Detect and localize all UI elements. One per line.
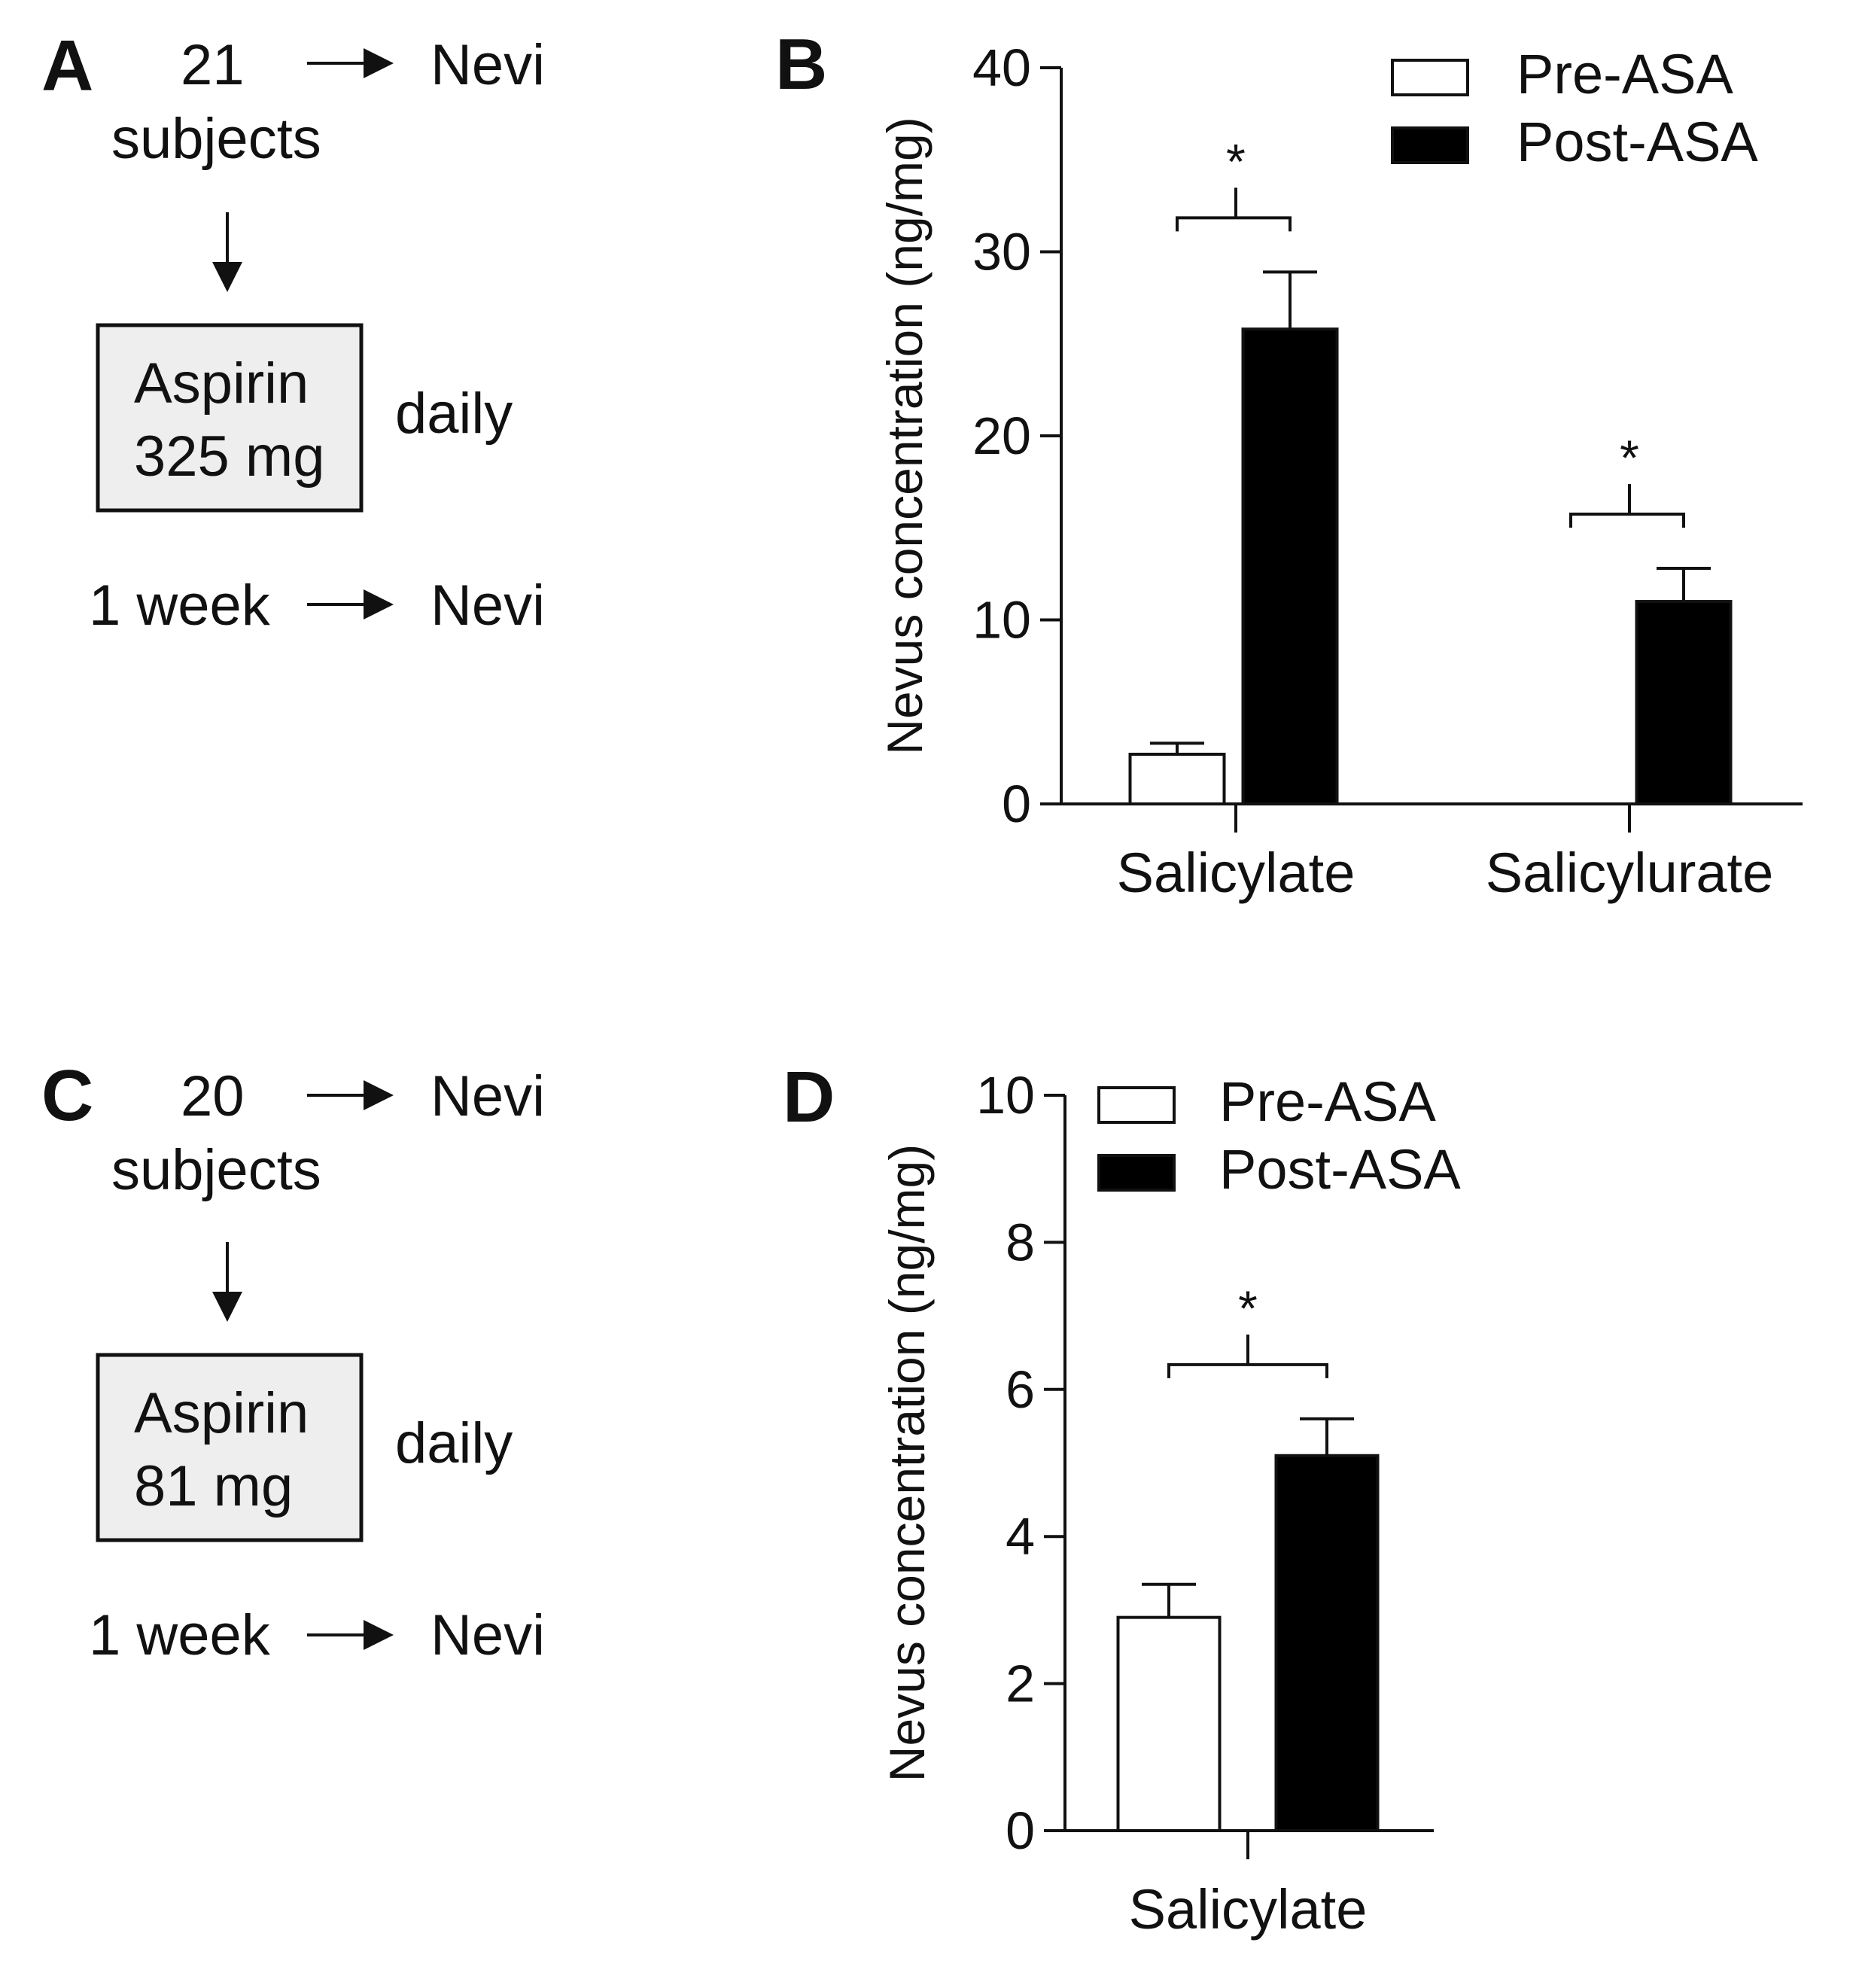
panel-d-y-tick-label: 10 <box>976 1066 1035 1125</box>
panel-b-y-tick-label: 30 <box>972 223 1031 282</box>
panel-c-box-line2: 81 mg <box>134 1454 293 1518</box>
panel-b-category-label: Salicylate <box>1117 842 1355 904</box>
panel-b-y-tick-label: 20 <box>972 406 1031 465</box>
panel-a-nevi-bottom: Nevi <box>431 574 545 638</box>
panel-d-legend-swatch-post-asa <box>1097 1154 1176 1192</box>
panel-c-subject-count: 20 <box>181 1064 245 1128</box>
panel-d-significance-bracket <box>1167 1362 1328 1378</box>
panel-d-bars <box>1116 1454 1380 1832</box>
panel-b-bar-post-asa-salicylate <box>1241 327 1339 805</box>
panel-d-y-tick-label: 0 <box>1006 1801 1035 1860</box>
panel-b-y-tick-label: 0 <box>1002 775 1031 833</box>
panel-a-letter: A <box>41 26 93 106</box>
panel-d-y-axis-title: Nevus concentration (ng/mg) <box>879 1144 935 1782</box>
panel-d-legend-label: Post-ASA <box>1219 1138 1461 1201</box>
panel-d-significance-star: * <box>1238 1280 1258 1336</box>
panel-b-legend-swatch-pre-asa <box>1391 59 1469 96</box>
panel-c-dose-box <box>96 1353 364 1542</box>
panel-a-frequency: daily <box>395 382 513 446</box>
panel-a-subjects-label: subjects <box>111 107 321 171</box>
panel-d-legend-label: Pre-ASA <box>1219 1070 1437 1133</box>
panel-b-y-tick-label: 40 <box>972 38 1031 97</box>
panel-b-legend-swatch-post-asa <box>1391 126 1469 164</box>
panel-d-chart: D 0 2 4 6 8 10 Nevus concentration (ng/mg) Sali… <box>783 1057 1461 1941</box>
panel-a-subject-count: 21 <box>181 33 245 97</box>
panel-c-letter: C <box>41 1055 93 1136</box>
panel-b-letter: B <box>775 24 827 105</box>
panel-b-axes: 0 10 20 30 40 Nevus concentration (ng/mg) Sali… <box>877 38 1803 904</box>
panel-b-chart: B 0 10 20 30 40 Nevus concentration (ng/mg) Sa… <box>775 24 1803 904</box>
panel-d-category-label: Salicylate <box>1129 1878 1368 1941</box>
panel-b-y-tick-label: 10 <box>972 591 1031 650</box>
panel-b-category-label: Salicylurate <box>1486 842 1774 904</box>
panel-c-duration: 1 week <box>89 1603 271 1667</box>
panel-c-box-line1: Aspirin <box>134 1381 309 1445</box>
panel-d-y-tick-label: 2 <box>1006 1655 1035 1713</box>
panel-b-bar-post-asa-salicylurate <box>1635 600 1733 805</box>
panel-b-significance-star: * <box>1226 133 1246 189</box>
panel-a-box-line2: 325 mg <box>134 425 325 489</box>
panel-b-legend-label: Pre-ASA <box>1517 43 1734 105</box>
panel-d-y-tick-label: 4 <box>1006 1507 1035 1566</box>
panel-d-y-tick-label: 8 <box>1006 1213 1035 1271</box>
panel-d-letter: D <box>783 1057 835 1137</box>
panel-b-bars <box>1128 327 1733 805</box>
panel-b-error-bars <box>1150 270 1711 754</box>
panel-b-bar-pre-asa-salicylate <box>1128 752 1226 805</box>
panel-c-subjects-label: subjects <box>111 1138 321 1202</box>
panel-c-nevi-top: Nevi <box>431 1064 545 1128</box>
panel-b-significance-bracket <box>1569 513 1685 528</box>
panel-d-axes: 0 2 4 6 8 10 Nevus concentration (ng/mg) Salicy… <box>879 1066 1434 1941</box>
panel-b-significance: ** <box>1176 133 1685 528</box>
panel-b-significance-bracket <box>1176 216 1292 232</box>
panel-d-y-tick-label: 6 <box>1006 1360 1035 1419</box>
panel-b-legend-label: Post-ASA <box>1517 111 1758 173</box>
panel-d-bar-post-asa-salicylate <box>1274 1454 1380 1832</box>
panel-c-flowchart: C 20 Nevi subjects Aspirin 81 mg daily 1… <box>41 1055 545 1667</box>
panel-a-flowchart: A 21 Nevi subjects Aspirin 325 mg daily … <box>41 26 545 638</box>
panel-c-nevi-bottom: Nevi <box>431 1603 545 1667</box>
panel-b-significance-star: * <box>1620 430 1639 486</box>
panel-c-frequency: daily <box>395 1411 513 1475</box>
panel-b-y-axis-title: Nevus concentration (ng/mg) <box>877 117 933 754</box>
panel-d-bar-pre-asa-salicylate <box>1116 1615 1222 1832</box>
panel-a-box-line1: Aspirin <box>134 352 309 416</box>
panel-d-error-bars <box>1142 1417 1354 1618</box>
panel-a-duration: 1 week <box>89 574 271 638</box>
panel-a-nevi-top: Nevi <box>431 33 545 97</box>
panel-d-significance: * <box>1167 1280 1328 1378</box>
panel-d-legend-swatch-pre-asa <box>1097 1086 1176 1124</box>
panel-a-dose-box <box>96 323 364 513</box>
